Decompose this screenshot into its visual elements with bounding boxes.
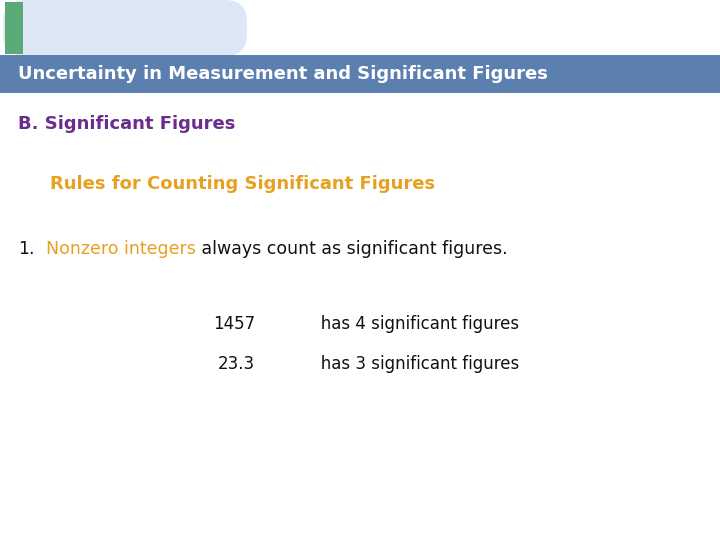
Bar <box>0 55 720 93</box>
Text: 1.: 1. <box>18 240 35 258</box>
Bar <box>5 2 23 54</box>
Text: has 4 significant figures: has 4 significant figures <box>305 315 519 333</box>
Text: 1457: 1457 <box>213 315 255 333</box>
Text: 23.3: 23.3 <box>218 355 255 373</box>
Text: always count as significant figures.: always count as significant figures. <box>196 240 508 258</box>
Text: Rules for Counting Significant Figures: Rules for Counting Significant Figures <box>50 175 435 193</box>
Text: B. Significant Figures: B. Significant Figures <box>18 115 235 133</box>
FancyBboxPatch shape <box>3 0 247 56</box>
Text: Nonzero integers: Nonzero integers <box>46 240 196 258</box>
Text: Uncertainty in Measurement and Significant Figures: Uncertainty in Measurement and Significa… <box>18 65 548 83</box>
Text: has 3 significant figures: has 3 significant figures <box>305 355 519 373</box>
